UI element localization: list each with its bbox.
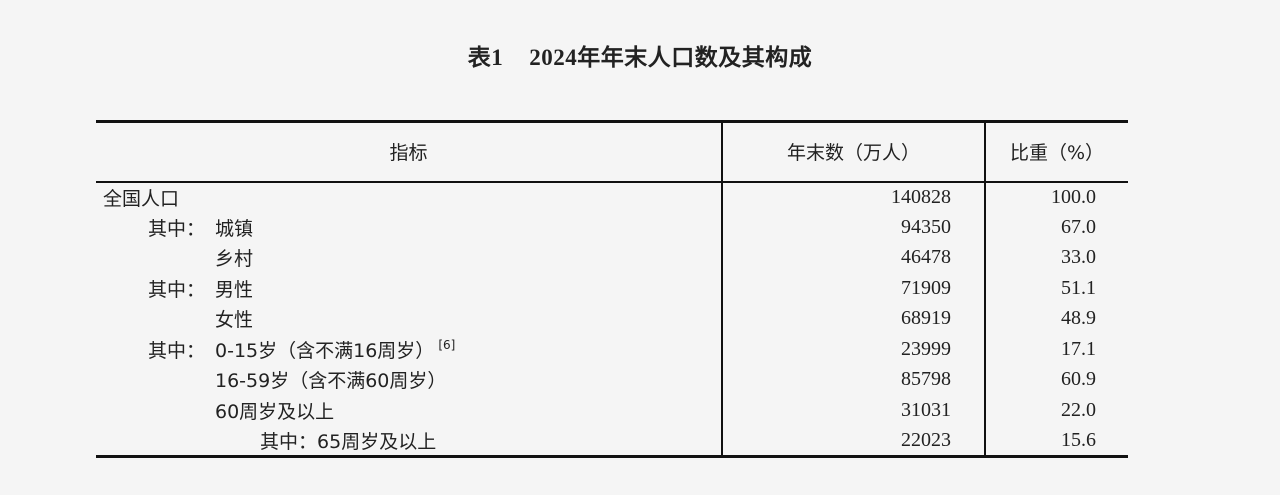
table-row: 全国人口 140828 100.0	[96, 181, 1128, 213]
table-title: 表1 2024年年末人口数及其构成	[0, 38, 1280, 72]
share-cell: 17.1	[984, 334, 1128, 365]
indicator-cell: 其中：65周岁及以上	[96, 425, 722, 458]
population-table: 指标 年末数（万人） 比重（%） 全国人口 140828 100.0 其中： 城镇 943…	[96, 120, 1128, 458]
year-end-count-cell: 22023	[721, 425, 985, 458]
indicator-cell: 其中： 0-15岁（含不满16周岁） [6]	[96, 334, 722, 365]
row-prefix: 其中：	[260, 430, 318, 453]
year-end-count-cell: 94350	[721, 212, 985, 243]
table-row: 16-59岁（含不满60周岁） 85798 60.9	[96, 364, 1128, 396]
row-label: 男性	[215, 278, 254, 301]
table-row: 其中： 城镇 94350 67.0	[96, 212, 1128, 243]
indicator-cell: 其中： 男性	[96, 273, 722, 304]
row-label: 16-59岁（含不满60周岁）	[215, 370, 447, 393]
header-share: 比重（%）	[984, 120, 1128, 183]
header-row: 指标 年末数（万人） 比重（%）	[96, 120, 1128, 183]
indicator-cell: 其中： 城镇	[96, 212, 722, 243]
share-cell: 67.0	[984, 212, 1128, 243]
table-row: 乡村 46478 33.0	[96, 242, 1128, 274]
share-cell: 60.9	[984, 364, 1128, 395]
row-label: 乡村	[215, 248, 254, 271]
footnote-ref[interactable]: [6]	[438, 338, 456, 353]
header-year-end-count: 年末数（万人）	[721, 120, 985, 183]
year-end-count-cell: 140828	[721, 181, 985, 212]
year-end-count-cell: 85798	[721, 364, 985, 395]
year-end-count-cell: 23999	[721, 334, 985, 365]
year-end-count-cell: 46478	[721, 242, 985, 273]
indicator-cell: 60周岁及以上	[96, 395, 722, 426]
share-cell: 22.0	[984, 395, 1128, 426]
header-indicator: 指标	[96, 120, 722, 183]
row-label: 城镇	[215, 217, 254, 240]
row-prefix: 其中：	[148, 278, 206, 301]
year-end-count-cell: 68919	[721, 303, 985, 334]
share-cell: 100.0	[984, 181, 1128, 212]
indicator-cell: 乡村	[96, 243, 722, 274]
indicator-cell: 16-59岁（含不满60周岁）	[96, 365, 722, 396]
row-label: 65周岁及以上	[317, 430, 437, 453]
table-row: 60周岁及以上 31031 22.0	[96, 395, 1128, 426]
table-row: 其中： 0-15岁（含不满16周岁） [6] 23999 17.1	[96, 334, 1128, 365]
row-label: 60周岁及以上	[215, 400, 335, 423]
indicator-cell: 女性	[96, 304, 722, 335]
table-number: 表1	[467, 45, 504, 70]
table-row: 女性 68919 48.9	[96, 303, 1128, 335]
row-label: 全国人口	[103, 187, 180, 210]
row-prefix: 其中：	[148, 339, 206, 362]
year-end-count-cell: 31031	[721, 395, 985, 426]
table-title-text: 2024年年末人口数及其构成	[529, 45, 813, 70]
table-row: 其中：65周岁及以上 22023 15.6	[96, 425, 1128, 458]
row-prefix: 其中：	[148, 217, 206, 240]
share-cell: 51.1	[984, 273, 1128, 304]
share-cell: 48.9	[984, 303, 1128, 334]
row-label: 0-15岁（含不满16周岁）	[215, 339, 435, 362]
table-row: 其中： 男性 71909 51.1	[96, 273, 1128, 304]
row-label: 女性	[215, 309, 254, 332]
share-cell: 15.6	[984, 425, 1128, 458]
indicator-cell: 全国人口	[96, 182, 722, 213]
year-end-count-cell: 71909	[721, 273, 985, 304]
share-cell: 33.0	[984, 242, 1128, 273]
